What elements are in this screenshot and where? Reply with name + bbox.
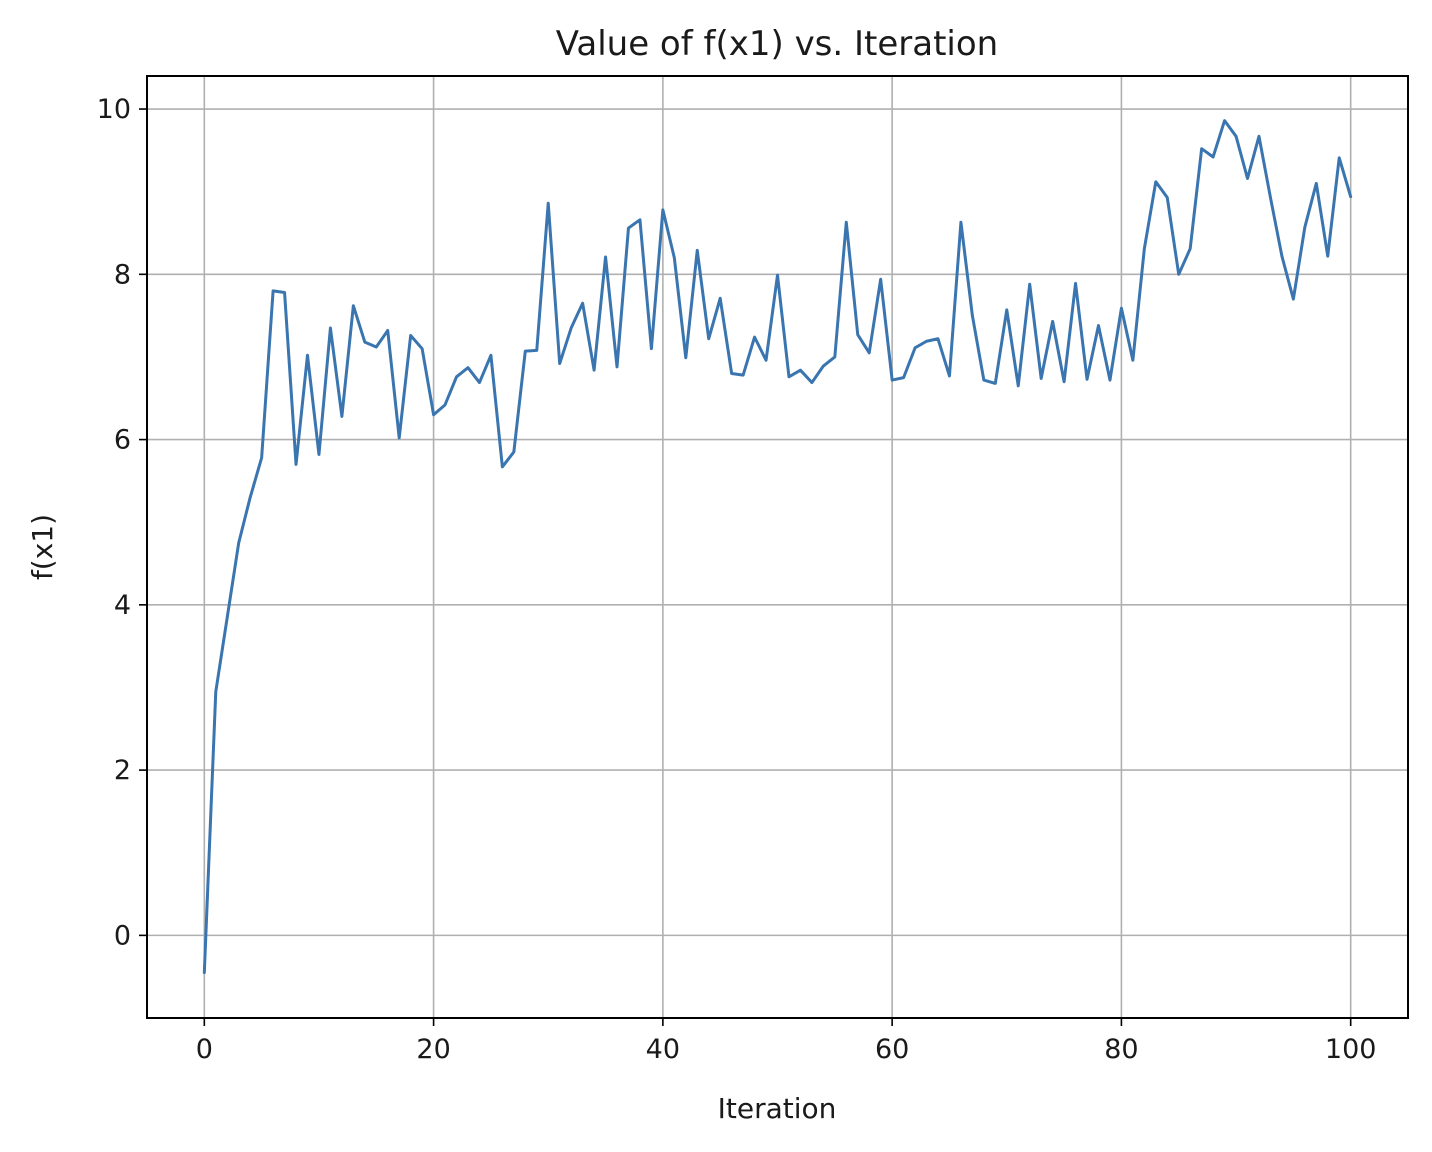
- y-tick-label: 10: [97, 94, 131, 125]
- x-tick-label: 60: [875, 1034, 909, 1065]
- x-tick-label: 0: [196, 1034, 213, 1065]
- x-tick-label: 100: [1325, 1034, 1377, 1065]
- x-tick-label: 20: [416, 1034, 450, 1065]
- x-axis-label: Iteration: [718, 1092, 837, 1125]
- y-tick-label: 6: [114, 425, 131, 456]
- y-tick-label: 0: [114, 920, 131, 951]
- series-line: [202, 119, 1353, 975]
- series-group: [202, 119, 1353, 975]
- y-tick-label: 2: [114, 755, 131, 786]
- y-axis-label: f(x1): [26, 514, 59, 580]
- chart-title: Value of f(x1) vs. Iteration: [556, 24, 998, 64]
- axis-ticks: 0 20 40 60 80 100 0 2 4 6 8 10: [97, 94, 1377, 1065]
- grid-lines: [147, 76, 1408, 1018]
- y-tick-label: 8: [114, 259, 131, 290]
- x-tick-label: 80: [1104, 1034, 1138, 1065]
- plot-area-frame: [146, 75, 1409, 1019]
- x-tick-label: 40: [646, 1034, 680, 1065]
- y-tick-label: 4: [114, 590, 131, 621]
